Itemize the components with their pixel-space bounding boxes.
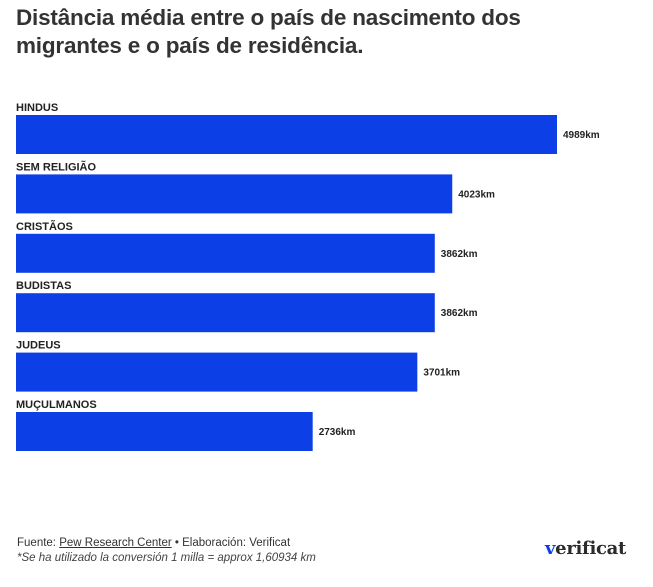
bar-group: CRISTÃOS 3862km <box>16 220 478 273</box>
value-label: 3862km <box>441 308 478 319</box>
verificat-logo: verificat <box>545 538 626 559</box>
category-label: JUDEUS <box>16 340 61 352</box>
bar-group: MUÇULMANOS 2736km <box>16 399 355 451</box>
conversion-note: *Se ha utilizado la conversión 1 milla =… <box>17 552 316 564</box>
source-link[interactable]: Pew Research Center <box>59 537 172 549</box>
value-label: 4023km <box>458 189 495 200</box>
category-label: HINDUS <box>16 102 58 114</box>
bar-group: BUDISTAS 3862km <box>16 280 478 333</box>
bar-group: HINDUS 4989km <box>16 102 600 154</box>
value-label: 3701km <box>423 368 460 379</box>
bar <box>16 293 435 333</box>
bar <box>16 352 418 392</box>
bar <box>16 233 435 273</box>
category-label: CRISTÃOS <box>16 220 73 233</box>
value-label: 3862km <box>441 249 478 260</box>
value-label: 2736km <box>319 427 356 438</box>
bar-group: JUDEUS 3701km <box>16 340 460 392</box>
category-label: SEM RELIGIÃO <box>16 160 97 173</box>
bar-chart: HINDUS 4989km SEM RELIGIÃO 4023km CRISTÃOS 38… <box>16 102 600 451</box>
logo-text: erificat <box>555 538 627 559</box>
bar <box>16 174 453 214</box>
bar-group: SEM RELIGIÃO 4023km <box>16 160 495 214</box>
logo-mark: v <box>545 538 556 559</box>
category-label: MUÇULMANOS <box>16 399 97 411</box>
chart-title: Distância média entre o país de nascimen… <box>16 5 521 58</box>
source-line: Fuente: Pew Research Center • Elaboració… <box>17 536 316 551</box>
value-label: 4989km <box>563 130 600 141</box>
chart-footer: Fuente: Pew Research Center • Elaboració… <box>17 536 316 566</box>
bar <box>16 412 313 451</box>
category-label: BUDISTAS <box>16 280 71 292</box>
bar <box>16 115 557 154</box>
source-prefix: Fuente: <box>17 537 60 549</box>
source-suffix: • Elaboración: Verificat <box>171 537 291 549</box>
